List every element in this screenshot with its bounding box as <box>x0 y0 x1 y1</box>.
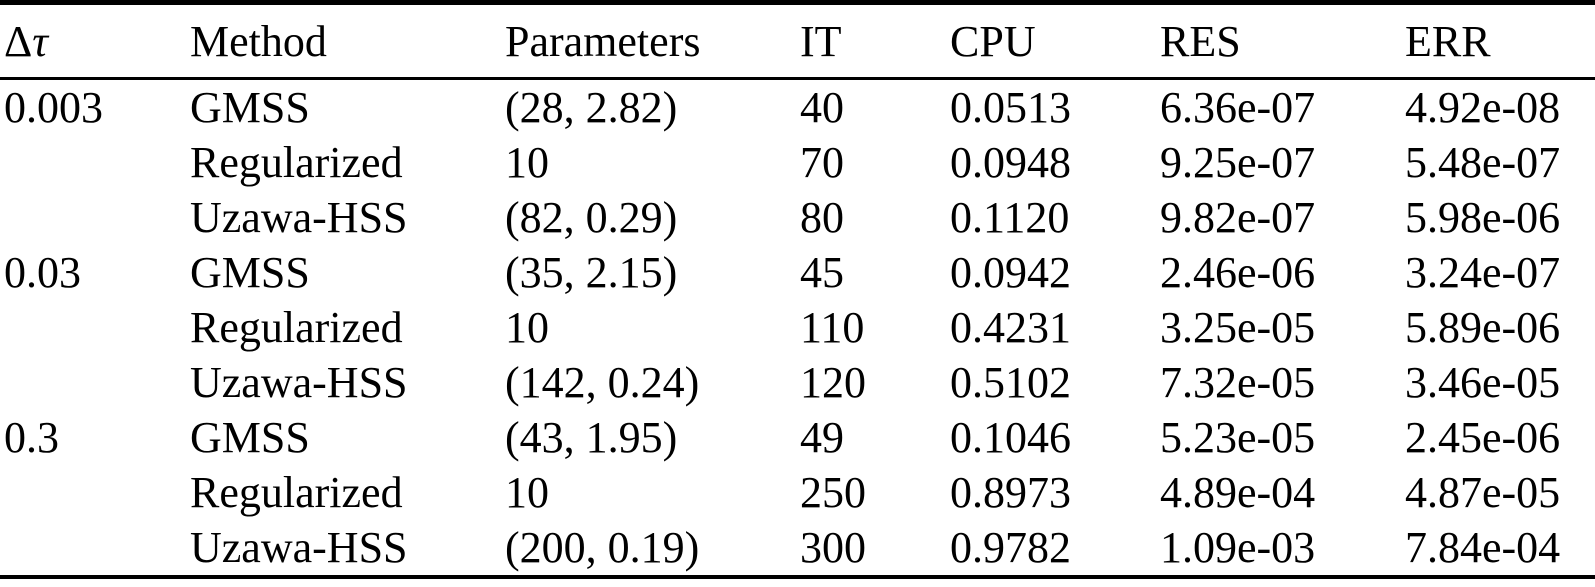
cell-res: 6.36e-07 <box>1160 83 1316 132</box>
cell-parameters: (142, 0.24) <box>505 358 700 407</box>
cell-it: 49 <box>800 413 844 462</box>
cell-dtau: 0.003 <box>4 83 103 132</box>
cell-method: Uzawa-HSS <box>190 358 408 407</box>
cell-method: Regularized <box>190 303 403 352</box>
col-header-parameters: Parameters <box>505 2 800 80</box>
cell-res: 1.09e-03 <box>1160 523 1316 572</box>
cell-err: 5.98e-06 <box>1405 193 1561 242</box>
cell-err: 2.45e-06 <box>1405 413 1561 462</box>
cell-method: GMSS <box>190 248 310 297</box>
cell-res: 7.32e-05 <box>1160 358 1316 407</box>
col-header-err: ERR <box>1405 2 1595 80</box>
cell-err: 4.92e-08 <box>1405 83 1561 132</box>
cell-err: 4.87e-05 <box>1405 468 1561 517</box>
cell-dtau <box>0 135 190 190</box>
cell-res: 4.89e-04 <box>1160 468 1316 517</box>
cell-err: 5.48e-07 <box>1405 138 1561 187</box>
cell-err: 3.46e-05 <box>1405 358 1561 407</box>
cell-cpu: 0.1046 <box>950 413 1071 462</box>
col-header-dtau: Δτ <box>0 2 190 80</box>
cell-parameters: (43, 1.95) <box>505 413 678 462</box>
cell-cpu: 0.1120 <box>950 193 1070 242</box>
table-row: Regularized 10 250 0.8973 4.89e-04 4.87e-05 <box>0 465 1595 520</box>
delta-symbol: Δ <box>4 16 33 66</box>
cell-it: 110 <box>800 303 865 352</box>
cell-err: 3.24e-07 <box>1405 248 1561 297</box>
cell-it: 120 <box>800 358 866 407</box>
cell-it: 250 <box>800 468 866 517</box>
cell-parameters: (82, 0.29) <box>505 193 678 242</box>
table-body: 0.003 GMSS (28, 2.82) 40 0.0513 6.36e-07 4.92e… <box>0 79 1595 578</box>
cell-method: Regularized <box>190 138 403 187</box>
cell-dtau <box>0 355 190 410</box>
table-row: Regularized 10 110 0.4231 3.25e-05 5.89e-06 <box>0 300 1595 355</box>
cell-res: 9.82e-07 <box>1160 193 1316 242</box>
table-row: Regularized 10 70 0.0948 9.25e-07 5.48e-07 <box>0 135 1595 190</box>
cell-res: 2.46e-06 <box>1160 248 1316 297</box>
table-row: 0.03 GMSS (35, 2.15) 45 0.0942 2.46e-06 3.24e-… <box>0 245 1595 300</box>
cell-method: Uzawa-HSS <box>190 193 408 242</box>
col-header-cpu: CPU <box>950 2 1160 80</box>
cell-cpu: 0.0942 <box>950 248 1071 297</box>
cell-method: GMSS <box>190 413 310 462</box>
cell-parameters: (200, 0.19) <box>505 523 700 572</box>
table-row: 0.003 GMSS (28, 2.82) 40 0.0513 6.36e-07 4.92e… <box>0 79 1595 136</box>
table-row: Uzawa-HSS (82, 0.29) 80 0.1120 9.82e-07 5.98e… <box>0 190 1595 245</box>
cell-dtau <box>0 190 190 245</box>
cell-it: 70 <box>800 138 844 187</box>
col-header-it: IT <box>800 2 950 80</box>
cell-dtau <box>0 520 190 577</box>
cell-method: Uzawa-HSS <box>190 523 408 572</box>
cell-dtau <box>0 300 190 355</box>
cell-err: 5.89e-06 <box>1405 303 1561 352</box>
cell-dtau: 0.03 <box>4 248 81 297</box>
cell-it: 80 <box>800 193 844 242</box>
table-row: Uzawa-HSS (142, 0.24) 120 0.5102 7.32e-05 3.4… <box>0 355 1595 410</box>
cell-res: 9.25e-07 <box>1160 138 1316 187</box>
table-row: 0.3 GMSS (43, 1.95) 49 0.1046 5.23e-05 2.45e-0… <box>0 410 1595 465</box>
cell-dtau: 0.3 <box>4 413 59 462</box>
col-header-method: Method <box>190 2 505 80</box>
cell-res: 3.25e-05 <box>1160 303 1316 352</box>
cell-parameters: (28, 2.82) <box>505 83 678 132</box>
cell-err: 7.84e-04 <box>1405 523 1561 572</box>
cell-cpu: 0.9782 <box>950 523 1071 572</box>
cell-cpu: 0.8973 <box>950 468 1071 517</box>
cell-cpu: 0.5102 <box>950 358 1071 407</box>
cell-parameters: 10 <box>505 468 549 517</box>
cell-dtau <box>0 465 190 520</box>
cell-it: 45 <box>800 248 844 297</box>
table-row: Uzawa-HSS (200, 0.19) 300 0.9782 1.09e-03 7.8… <box>0 520 1595 577</box>
col-header-res: RES <box>1160 2 1405 80</box>
header-row: Δτ Method Parameters IT CPU RES ERR <box>0 2 1595 80</box>
cell-it: 300 <box>800 523 866 572</box>
cell-cpu: 0.4231 <box>950 303 1071 352</box>
cell-method: GMSS <box>190 83 310 132</box>
cell-parameters: 10 <box>505 138 549 187</box>
cell-cpu: 0.0513 <box>950 83 1071 132</box>
cell-it: 40 <box>800 83 844 132</box>
cell-parameters: (35, 2.15) <box>505 248 678 297</box>
cell-method: Regularized <box>190 468 403 517</box>
cell-parameters: 10 <box>505 303 549 352</box>
tau-symbol: τ <box>32 16 49 66</box>
cell-res: 5.23e-05 <box>1160 413 1316 462</box>
cell-cpu: 0.0948 <box>950 138 1071 187</box>
